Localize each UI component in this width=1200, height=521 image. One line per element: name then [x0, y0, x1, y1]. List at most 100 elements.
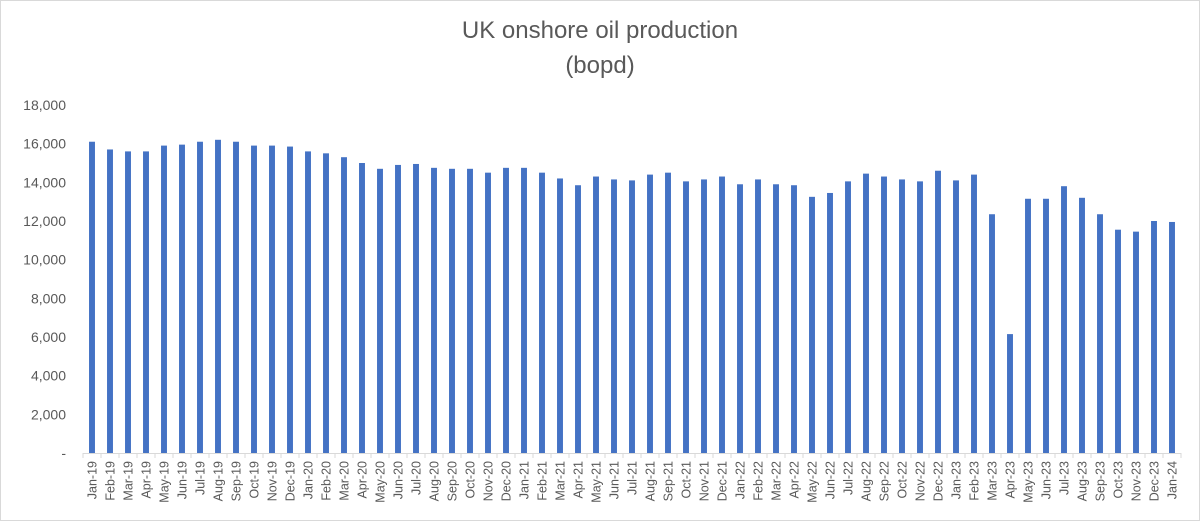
y-tick-label: 6,000 — [31, 329, 66, 345]
x-tick-label: May-21 — [590, 461, 604, 503]
x-tick-label: Dec-21 — [716, 461, 730, 501]
x-tick-label: May-22 — [806, 461, 820, 503]
bar — [1025, 198, 1031, 453]
bar — [1061, 186, 1067, 453]
x-tick-label: Jun-23 — [1040, 461, 1054, 499]
bar — [881, 176, 887, 454]
x-tick-label: Jan-24 — [1166, 461, 1180, 499]
bar — [611, 179, 617, 453]
x-tick-label: Dec-22 — [932, 461, 946, 501]
x-tick-label: Apr-20 — [356, 461, 370, 499]
bar — [701, 179, 707, 453]
bar — [971, 174, 977, 453]
bar — [755, 179, 761, 453]
bar — [413, 163, 419, 453]
x-tick-label: Feb-22 — [752, 461, 766, 501]
y-tick-label: 12,000 — [23, 213, 66, 229]
bar — [179, 144, 185, 453]
bar — [989, 214, 995, 453]
bar — [449, 168, 455, 454]
bar — [809, 196, 815, 454]
bar — [503, 167, 509, 454]
y-tick-label: 18,000 — [23, 97, 66, 113]
bar — [539, 172, 545, 453]
chart-subtitle: (bopd) — [565, 52, 635, 79]
chart-title-block: UK onshore oil production (bopd) — [1, 13, 1199, 83]
bar — [1169, 221, 1175, 453]
x-tick-label: Jun-22 — [824, 461, 838, 499]
bar — [1043, 198, 1049, 453]
x-tick-label: Nov-19 — [266, 461, 280, 501]
x-tick-label: Jan-22 — [734, 461, 748, 499]
x-tick-label: Jun-20 — [392, 461, 406, 499]
x-tick-label: Mar-21 — [554, 461, 568, 501]
x-tick-label: Oct-19 — [248, 461, 262, 499]
x-tick-label: Apr-21 — [572, 461, 586, 499]
bar — [1007, 334, 1013, 453]
x-tick-label: Nov-21 — [698, 461, 712, 501]
bar — [647, 174, 653, 453]
x-tick-label: Mar-23 — [986, 461, 1000, 501]
x-tick-label: Aug-19 — [212, 461, 226, 501]
bar — [377, 168, 383, 454]
bar — [197, 141, 203, 453]
x-tick-label: Jun-21 — [608, 461, 622, 499]
bar — [737, 184, 743, 453]
bar — [323, 153, 329, 454]
x-tick-label: May-23 — [1022, 461, 1036, 503]
x-tick-label: Sep-22 — [878, 461, 892, 501]
x-tick-label: Sep-21 — [662, 461, 676, 501]
bar — [575, 185, 581, 453]
bar — [773, 184, 779, 453]
x-tick-label: Mar-19 — [122, 461, 136, 501]
x-tick-label: Jan-20 — [302, 461, 316, 499]
bar — [863, 173, 869, 453]
bar — [899, 179, 905, 453]
bar — [1115, 229, 1121, 453]
y-tick-label: 16,000 — [23, 136, 66, 152]
x-tick-label: Dec-23 — [1148, 461, 1162, 501]
x-tick-label: Aug-23 — [1076, 461, 1090, 501]
bar — [125, 151, 131, 453]
y-tick-label: 4,000 — [31, 368, 66, 384]
bar — [665, 172, 671, 453]
bar — [341, 157, 347, 453]
x-tick-label: Oct-21 — [680, 461, 694, 499]
x-tick-label: Feb-23 — [968, 461, 982, 501]
bar — [593, 176, 599, 454]
bar — [431, 167, 437, 454]
bar — [1151, 221, 1157, 453]
bar — [161, 145, 167, 453]
bar — [395, 164, 401, 453]
bar — [1133, 231, 1139, 453]
bar — [935, 170, 941, 453]
x-tick-label: Feb-20 — [320, 461, 334, 501]
x-tick-label: Jul-19 — [194, 461, 208, 495]
x-tick-label: Mar-22 — [770, 461, 784, 501]
y-tick-label: - — [61, 445, 66, 461]
x-tick-label: Jul-20 — [410, 461, 424, 495]
bar — [287, 146, 293, 454]
x-tick-label: Feb-19 — [104, 461, 118, 501]
x-tick-label: Oct-22 — [896, 461, 910, 499]
x-tick-label: Jul-22 — [842, 461, 856, 495]
bar — [953, 180, 959, 453]
bar — [1097, 214, 1103, 453]
bar — [233, 141, 239, 453]
bar — [89, 141, 95, 453]
bar — [719, 176, 725, 454]
x-tick-label: Jan-19 — [86, 461, 100, 499]
x-tick-label: May-19 — [158, 461, 172, 503]
x-tick-label: Apr-19 — [140, 461, 154, 499]
x-tick-label: Feb-21 — [536, 461, 550, 501]
bar — [305, 151, 311, 453]
x-tick-label: Jul-23 — [1058, 461, 1072, 495]
bar — [1079, 197, 1085, 453]
x-tick-label: Nov-23 — [1130, 461, 1144, 501]
y-tick-label: 2,000 — [31, 406, 66, 422]
bar — [557, 178, 563, 453]
bar — [269, 145, 275, 453]
x-tick-label: Aug-22 — [860, 461, 874, 501]
bar — [485, 172, 491, 453]
